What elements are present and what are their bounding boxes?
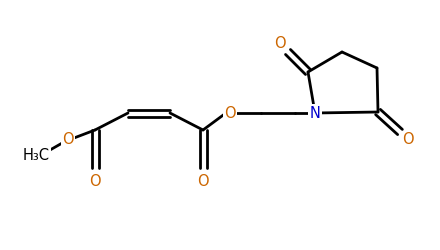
Text: O: O <box>89 174 101 190</box>
Text: O: O <box>197 174 209 190</box>
Text: O: O <box>197 174 209 190</box>
Text: H₃C: H₃C <box>22 148 50 162</box>
Text: O: O <box>224 106 236 120</box>
Text: O: O <box>402 132 414 148</box>
Text: O: O <box>274 36 286 52</box>
Text: N: N <box>310 106 320 120</box>
Text: O: O <box>62 132 74 148</box>
Text: O: O <box>62 132 74 148</box>
Text: O: O <box>89 174 101 190</box>
Text: N: N <box>310 106 320 120</box>
Text: O: O <box>224 106 236 120</box>
Text: O: O <box>402 132 414 148</box>
Text: O: O <box>274 36 286 52</box>
Text: H₃C: H₃C <box>22 148 50 162</box>
